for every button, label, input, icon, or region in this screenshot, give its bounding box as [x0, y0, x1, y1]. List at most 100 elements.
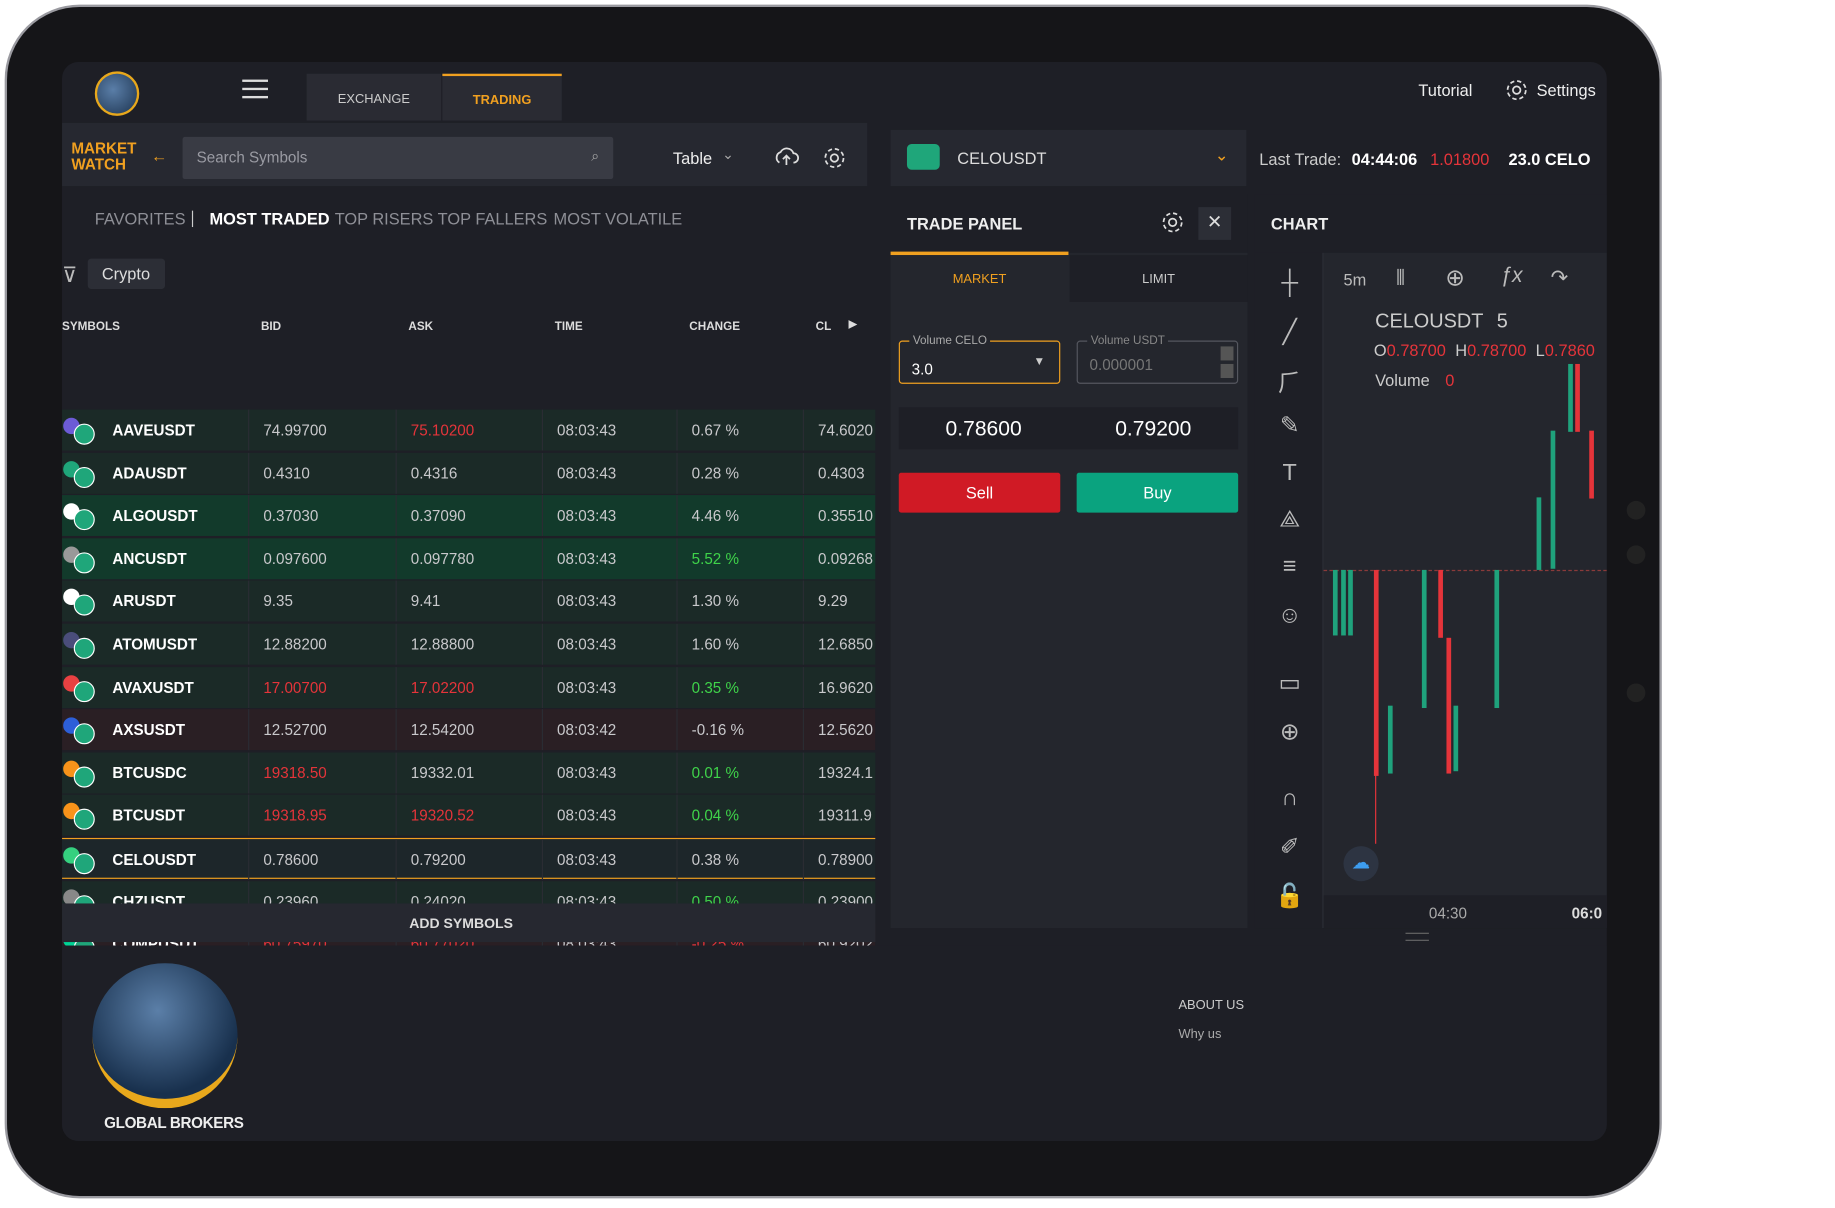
input-label: Volume USDT	[1087, 334, 1169, 348]
table-row[interactable]: ATOMUSDT 12.88200 12.88800 08:03:43 1.60 % 12…	[62, 623, 876, 665]
symbol-select[interactable]: CELOUSDT	[957, 148, 1047, 168]
cell-change: 0.28 %	[676, 452, 802, 494]
table-row[interactable]: BTCUSDC 19318.50 19332.01 08:03:43 0.01 % 193…	[62, 752, 876, 794]
cell-change: 4.46 %	[676, 495, 802, 537]
volume-label: Volume	[1375, 370, 1430, 390]
table-row[interactable]: ARUSDT 9.35 9.41 08:03:43 1.30 % 9.29	[62, 580, 876, 622]
tool-button[interactable]: ✎	[1279, 413, 1300, 439]
tool-button[interactable]: ╱	[1282, 319, 1297, 346]
cell-ask: 12.54200	[395, 709, 542, 751]
functions[interactable]: ƒx	[1500, 263, 1523, 287]
ohlc-value: 0.7860	[1544, 340, 1595, 360]
caret: ▼	[1033, 355, 1046, 369]
ohlc: O0.78700 H0.78700 L0.7860	[1374, 341, 1595, 360]
table-row[interactable]: AVAXUSDT 17.00700 17.02200 08:03:43 0.35 % 16…	[62, 666, 876, 708]
tool-button[interactable]: ✐	[1279, 834, 1300, 861]
cell-bid: 12.52700	[248, 709, 395, 751]
settings-icon[interactable]	[1160, 209, 1186, 235]
cell-bid: 12.88200	[248, 623, 395, 665]
candle	[1575, 363, 1580, 432]
buy-button[interactable]: Buy	[1076, 472, 1239, 513]
cell-ask: 0.097780	[395, 538, 542, 580]
table-row[interactable]: ADAUSDT 0.4310 0.4316 08:03:43 0.28 % 0.4303	[62, 452, 876, 494]
upload-icon[interactable]	[774, 146, 800, 167]
nav-tab[interactable]: EXCHANGE	[306, 73, 442, 121]
volume-value: 0	[1445, 370, 1455, 390]
cell-bid: 9.35	[248, 580, 395, 622]
tool-button[interactable]: ▭	[1278, 670, 1301, 697]
table-row[interactable]: CELOUSDT 0.78600 0.79200 08:03:43 0.38 % 0.78…	[62, 837, 876, 881]
settings-link[interactable]: Settings	[1536, 80, 1596, 100]
cell-symbol: ANCUSDT	[112, 549, 187, 568]
cell-close: 19311.9	[802, 795, 876, 837]
candle	[1387, 705, 1393, 774]
ohlc-value: 0.78700	[1467, 340, 1527, 360]
close-button[interactable]: ✕	[1198, 207, 1232, 240]
quote-icon	[73, 466, 95, 488]
tool-button[interactable]: ⺁	[1277, 370, 1302, 397]
search-box[interactable]: Search Symbols ⌕	[182, 136, 614, 180]
footer	[62, 945, 1607, 1142]
button-label: Sell	[965, 483, 994, 503]
candle-type[interactable]: ⫴	[1396, 265, 1405, 290]
sell-button[interactable]: Sell	[898, 472, 1061, 513]
tab-label: TRADING	[472, 93, 532, 108]
tool-button[interactable]: ⟁	[1279, 506, 1301, 533]
menu-button[interactable]	[242, 79, 268, 99]
search-placeholder: Search Symbols	[196, 148, 308, 167]
add-indicator[interactable]: ⊕	[1445, 265, 1465, 292]
back-arrow[interactable]: ←	[150, 146, 168, 166]
add-symbols-bar[interactable]: ADD SYMBOLS	[62, 903, 876, 943]
tool-button[interactable]: ≡	[1282, 553, 1297, 580]
tutorial-link[interactable]: Tutorial	[1418, 80, 1473, 100]
redo[interactable]: ↷	[1550, 265, 1569, 290]
cell-symbol: AXSUSDT	[112, 721, 186, 739]
candle	[1453, 705, 1459, 772]
table-row[interactable]: AAVEUSDT 74.99700 75.10200 08:03:43 0.67 % 74…	[62, 409, 876, 451]
table-row[interactable]: ALGOUSDT 0.37030 0.37090 08:03:43 4.46 % 0.35…	[62, 495, 876, 537]
filter-tab[interactable]: TOP FALLERS	[437, 209, 548, 229]
quote-icon	[73, 723, 95, 745]
tab-limit[interactable]: LIMIT	[1069, 255, 1248, 302]
table-row[interactable]: ANCUSDT 0.097600 0.097780 08:03:43 5.52 % 0.0…	[62, 538, 876, 580]
cell-time: 08:03:43	[541, 495, 677, 537]
cell-close: 0.09268	[802, 538, 876, 580]
side-button	[1626, 500, 1646, 520]
candle	[1589, 430, 1594, 499]
trade-panel-header	[890, 194, 1248, 253]
view-select[interactable]: Table	[672, 148, 713, 168]
settings-icon[interactable]	[822, 145, 848, 171]
separator	[191, 210, 194, 228]
cell-time: 08:03:43	[541, 538, 677, 580]
cell-close: 0.78900	[802, 839, 876, 881]
filter-tab[interactable]: FAVORITES	[94, 209, 186, 229]
input-value: 3.0	[911, 360, 933, 379]
settings-icon[interactable]	[1504, 77, 1530, 103]
table-row[interactable]: BTCUSDT 19318.95 19320.52 08:03:43 0.04 % 193…	[62, 795, 876, 837]
tool-button[interactable]: 🔓	[1275, 883, 1305, 910]
chip-label: Crypto	[101, 264, 151, 284]
nav-tab[interactable]: TRADING	[442, 73, 562, 121]
tool-button[interactable]: ⊕	[1279, 719, 1300, 746]
tool-button[interactable]: ┼	[1281, 270, 1298, 297]
tool-button[interactable]: ∩	[1281, 785, 1299, 812]
filter-tab[interactable]: MOST TRADED	[209, 209, 330, 229]
filter-icon: ⊽	[62, 263, 78, 287]
resize-handle[interactable]	[1405, 932, 1429, 941]
cell-change: 0.35 %	[676, 666, 802, 708]
last-trade-volume: 23.0 CELO	[1508, 149, 1591, 169]
column-header: CHANGE	[689, 320, 741, 334]
logo[interactable]	[94, 71, 140, 116]
tool-button[interactable]: T	[1282, 459, 1297, 486]
candle	[1550, 430, 1556, 569]
filter-tab[interactable]: TOP RISERS	[334, 209, 434, 229]
footer-link[interactable]: ABOUT US	[1178, 998, 1245, 1013]
tab-market[interactable]: MARKET	[890, 255, 1069, 302]
table-row[interactable]: AXSUSDT 12.52700 12.54200 08:03:42 -0.16 % 12…	[62, 709, 876, 751]
tool-button[interactable]: ☺	[1277, 602, 1302, 629]
interval[interactable]: 5m	[1343, 270, 1367, 290]
cell-close: 0.35510	[802, 495, 876, 537]
footer-link[interactable]: Why us	[1178, 1027, 1222, 1042]
filter-tab[interactable]: MOST VOLATILE	[553, 209, 683, 229]
chip[interactable]: Crypto	[87, 258, 166, 290]
